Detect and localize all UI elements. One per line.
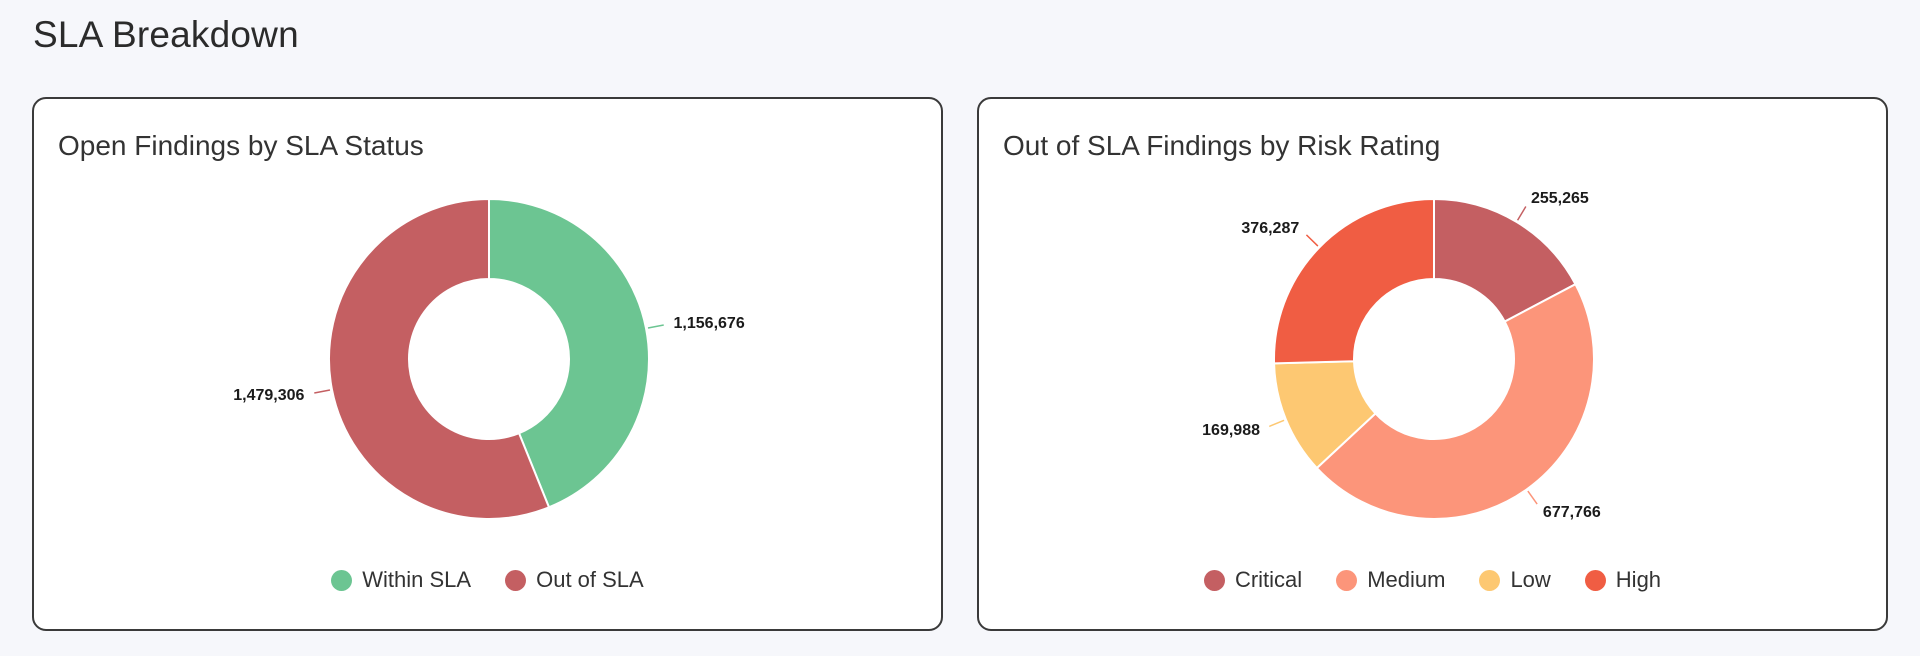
legend-swatch-icon xyxy=(331,569,353,591)
legend-swatch-icon xyxy=(1336,569,1358,591)
slice-medium[interactable] xyxy=(1315,282,1595,520)
legend-label: Critical xyxy=(1234,567,1303,592)
data-label-critical: 255,265 xyxy=(1531,190,1589,207)
donut-chart-sla-status: 1,156,676 1,479,306 xyxy=(233,197,745,520)
donut-chart-risk-rating: 255,265 677,766 169,988 376,287 xyxy=(1202,190,1601,521)
legend-swatch-icon xyxy=(1203,569,1225,591)
legend-swatch-icon xyxy=(1479,569,1501,591)
chart-card-risk-rating: Out of SLA Findings by Risk Rating 255,2… xyxy=(977,97,1888,631)
data-label-out-of-sla: 1,479,306 xyxy=(233,387,304,404)
legend-item-medium[interactable]: Medium xyxy=(1336,567,1445,593)
leader-line-high xyxy=(1305,234,1319,247)
legend-swatch-icon xyxy=(1584,569,1606,591)
slice-critical[interactable] xyxy=(1433,197,1577,323)
data-label-high: 376,287 xyxy=(1241,220,1299,237)
slice-within-sla[interactable] xyxy=(488,197,650,509)
chart-title: Open Findings by SLA Status xyxy=(58,130,424,161)
leader-line-medium xyxy=(1527,490,1538,505)
legend-swatch-icon xyxy=(505,569,527,591)
data-label-medium: 677,766 xyxy=(1543,504,1601,521)
legend-label: Medium xyxy=(1367,567,1446,592)
leader-line-critical xyxy=(1516,206,1527,221)
slice-out-of-sla[interactable] xyxy=(328,197,551,520)
leader-line-within-sla xyxy=(647,324,664,329)
slice-high[interactable] xyxy=(1273,197,1435,365)
data-label-low: 169,988 xyxy=(1202,422,1260,439)
legend-item-critical[interactable]: Critical xyxy=(1203,567,1303,593)
legend-item-out-of-sla[interactable]: Out of SLA xyxy=(505,567,644,593)
legend-item-high[interactable]: High xyxy=(1584,567,1662,593)
legend-label: Out of SLA xyxy=(536,567,644,592)
legend-label: Within SLA xyxy=(362,567,472,592)
chart-legend: Critical Medium Low High xyxy=(979,567,1886,593)
data-label-within-sla: 1,156,676 xyxy=(674,315,745,332)
legend-label: High xyxy=(1615,567,1662,592)
section-title: SLA Breakdown xyxy=(33,14,299,55)
legend-label: Low xyxy=(1510,567,1551,592)
legend-item-low[interactable]: Low xyxy=(1479,567,1551,593)
chart-legend: Within SLA Out of SLA xyxy=(34,567,941,593)
leader-line-out-of-sla xyxy=(314,389,331,394)
leader-line-low xyxy=(1268,419,1285,428)
chart-card-sla-status: Open Findings by SLA Status 1,156,676 1,4… xyxy=(32,97,943,631)
legend-item-within-sla[interactable]: Within SLA xyxy=(331,567,471,593)
chart-title: Out of SLA Findings by Risk Rating xyxy=(1003,130,1441,161)
